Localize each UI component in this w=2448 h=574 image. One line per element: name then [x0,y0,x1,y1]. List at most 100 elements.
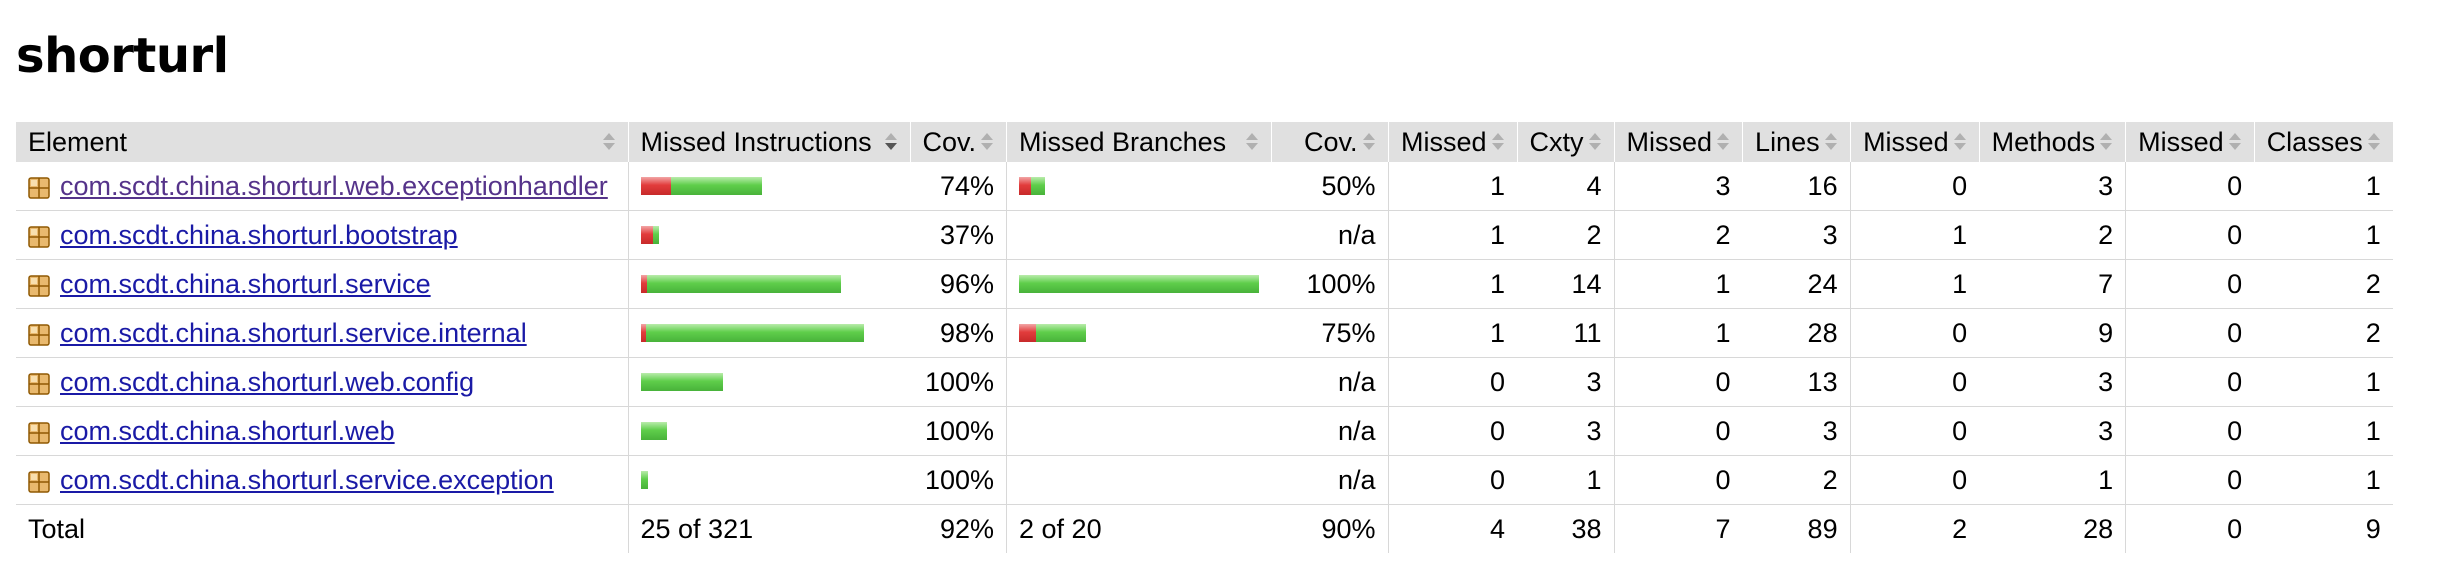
total-instructions: 25 of 321 [627,504,910,553]
branches-bar [1019,422,1259,440]
lines-cell: 3 [1742,210,1851,260]
missed-bar-segment [640,324,646,342]
missed-lines-cell: 0 [1613,455,1743,505]
element-cell: com.scdt.china.shorturl.service [16,259,628,309]
sort-icon [1824,132,1838,152]
total-classes: 9 [2365,513,2381,544]
col-header-missed-methods[interactable]: Missed [1849,122,1980,162]
methods-cell: 1 [1979,455,2126,505]
missed-cxty-cell: 1 [1387,162,1518,211]
cxty-cell: 4 [1517,162,1615,211]
branches-bar [1019,226,1259,244]
covered-bar-segment [670,177,762,195]
branch-cov-cell: n/a [1271,210,1389,260]
missed-bar-segment [640,275,647,293]
missed-classes-cell: 0 [2125,162,2255,211]
col-header-cov-branches[interactable]: Cov. [1270,122,1389,162]
missed-branches-cell [1006,406,1272,456]
missed-cxty-cell: 1 [1387,210,1518,260]
col-header-missed-branches[interactable]: Missed Branches [1006,122,1272,162]
missed-branches-cell [1006,308,1272,358]
branches-bar [1019,275,1260,293]
package-link[interactable]: com.scdt.china.shorturl.service [60,268,431,299]
missed-branches-cell [1006,162,1272,211]
covered-bar-segment [652,226,659,244]
missed-cxty-cell: 0 [1387,357,1518,407]
col-header-classes[interactable]: Classes [2253,122,2393,162]
missed-cxty-cell: 0 [1387,406,1518,456]
total-instr-cov: 92% [939,513,995,544]
classes-cell: 2 [2254,308,2393,358]
missed-branches-cell [1006,455,1272,505]
missed-cxty-cell: 1 [1387,308,1518,358]
col-header-missed-cxty[interactable]: Missed [1387,122,1518,162]
package-link[interactable]: com.scdt.china.shorturl.web.config [60,366,475,397]
lines-cell: 13 [1742,357,1851,407]
lines-cell: 28 [1742,308,1851,358]
col-header-cov-instructions[interactable]: Cov. [909,122,1007,162]
total-methods: 28 [2083,513,2114,544]
classes-cell: 2 [2254,259,2393,309]
missed-branches-cell [1006,259,1272,309]
missed-instructions-cell [627,210,910,260]
sort-icon [1953,132,1967,152]
missed-lines-cell: 2 [1613,210,1743,260]
element-cell: com.scdt.china.shorturl.web [16,406,628,456]
branch-cov-cell: 75% [1271,308,1389,358]
package-link[interactable]: com.scdt.china.shorturl.bootstrap [60,219,458,250]
missed-classes-cell: 0 [2125,308,2255,358]
sort-icon [1245,132,1259,152]
missed-branches-cell [1006,210,1272,260]
element-cell: com.scdt.china.shorturl.service.internal [16,308,628,358]
missed-classes-cell: 0 [2125,210,2255,260]
package-icon [28,469,50,493]
missed-instructions-cell [627,406,910,456]
covered-bar-segment [640,422,667,440]
missed-methods-cell: 0 [1849,357,1980,407]
missed-lines-cell: 1 [1613,259,1743,309]
col-header-lines[interactable]: Lines [1742,122,1851,162]
missed-methods-cell: 0 [1849,406,1980,456]
instructions-bar [640,471,899,489]
table-row: com.scdt.china.shorturl.web 100% n/a 0 3 0 3 0 3… [16,406,2393,456]
package-icon [28,175,50,199]
cxty-cell: 1 [1517,455,1615,505]
table-row: com.scdt.china.shorturl.service.internal… [16,308,2393,358]
table-row: com.scdt.china.shorturl.bootstrap 37% n/a 1… [16,210,2393,260]
missed-instructions-cell [627,455,910,505]
package-icon [28,224,50,248]
cxty-cell: 2 [1517,210,1615,260]
missed-classes-cell: 0 [2125,406,2255,456]
missed-lines-cell: 0 [1613,406,1743,456]
package-link[interactable]: com.scdt.china.shorturl.service.internal [60,317,527,348]
instructions-bar [640,275,899,293]
table-row: com.scdt.china.shorturl.service.exceptio… [16,455,2393,505]
classes-cell: 1 [2254,357,2393,407]
branch-cov-cell: n/a [1271,406,1389,456]
total-branch-cov: 90% [1321,513,1376,544]
missed-classes-cell: 0 [2125,455,2255,505]
methods-cell: 3 [1979,406,2126,456]
col-header-cxty[interactable]: Cxty [1516,122,1615,162]
col-header-missed-classes[interactable]: Missed [2125,122,2255,162]
sort-icon [1716,132,1730,152]
covered-bar-segment [640,373,723,391]
col-header-missed-instructions[interactable]: Missed Instructions [627,122,910,162]
instr-cov-cell: 100% [910,357,1007,407]
branches-bar [1019,324,1259,342]
methods-cell: 3 [1979,357,2126,407]
package-icon [28,322,50,346]
package-link[interactable]: com.scdt.china.shorturl.service.exceptio… [60,464,554,495]
sort-icon [2367,132,2381,152]
classes-cell: 1 [2254,406,2393,456]
col-header-missed-lines[interactable]: Missed [1613,122,1743,162]
col-header-element[interactable]: Element [16,122,628,162]
branch-cov-cell: n/a [1271,357,1389,407]
sort-icon [980,132,994,152]
total-missed-classes: 0 [2125,504,2255,553]
table-row: com.scdt.china.shorturl.web.config 100% n/… [16,357,2393,407]
col-header-methods[interactable]: Methods [1978,122,2126,162]
package-link[interactable]: com.scdt.china.shorturl.web [60,415,395,446]
lines-cell: 16 [1742,162,1851,211]
package-link[interactable]: com.scdt.china.shorturl.web.exceptionhan… [60,170,608,201]
